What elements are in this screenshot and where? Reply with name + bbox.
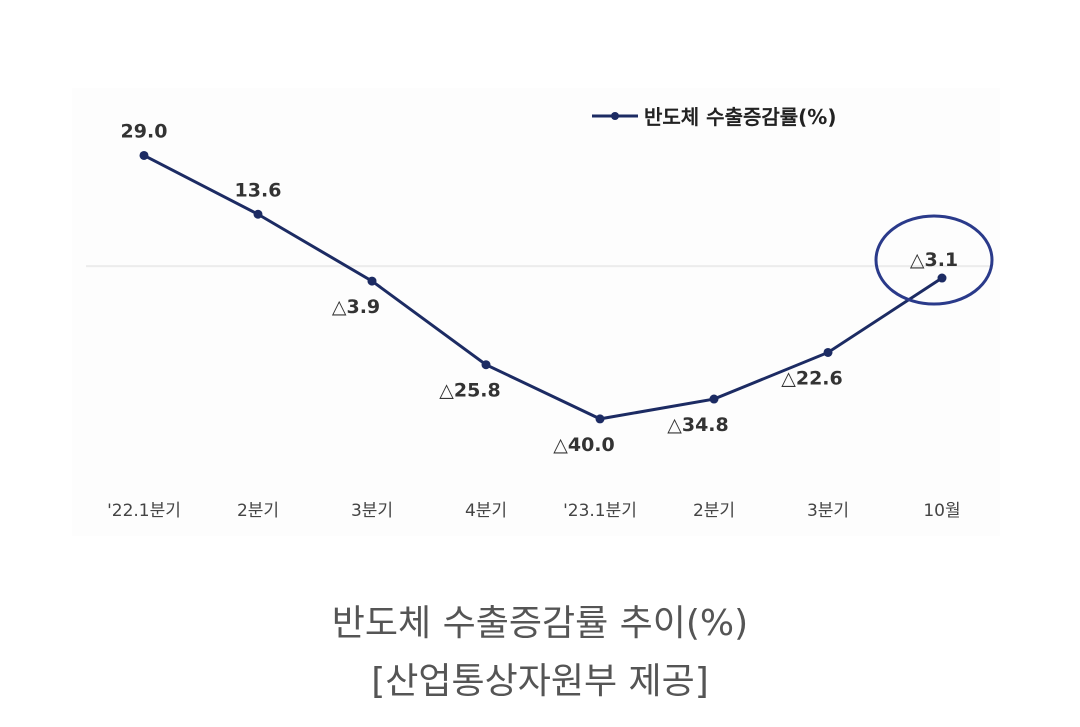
x-tick-label: '22.1분기 xyxy=(107,501,181,521)
data-value-label: △25.8 xyxy=(439,380,501,402)
data-point xyxy=(709,394,719,404)
data-point xyxy=(367,276,377,286)
data-point xyxy=(937,273,947,283)
data-point xyxy=(823,347,833,357)
highlight-circle xyxy=(874,214,994,306)
legend-label: 반도체 수출증감률(%) xyxy=(644,105,836,129)
data-value-label: 13.6 xyxy=(235,179,282,201)
data-value-label: △3.1 xyxy=(910,249,958,271)
legend: 반도체 수출증감률(%) xyxy=(592,105,836,129)
x-tick-label: 2분기 xyxy=(237,501,279,521)
data-point xyxy=(253,209,263,219)
data-point xyxy=(481,360,491,370)
x-tick-label: 10월 xyxy=(923,501,960,521)
data-value-label: △3.9 xyxy=(332,296,380,318)
x-tick-label: '23.1분기 xyxy=(563,501,637,521)
x-tick-label: 3분기 xyxy=(351,501,393,521)
data-value-label: △40.0 xyxy=(553,434,615,456)
caption-title: 반도체 수출증감률 추이(%) xyxy=(331,603,749,644)
line-chart: 반도체 수출증감률(%) 29.0 13.6 △3.9 △25.8 △40.0 △34.8… xyxy=(86,105,994,521)
data-value-label: 29.0 xyxy=(121,120,168,142)
data-value-label: △34.8 xyxy=(667,414,729,436)
caption-source: [산업통상자원부 제공] xyxy=(371,661,709,702)
chart-panel: 반도체 수출증감률(%) 29.0 13.6 △3.9 △25.8 △40.0 △34.8… xyxy=(72,88,1000,536)
x-tick-label: 4분기 xyxy=(465,501,507,521)
legend-point-marker xyxy=(611,112,619,120)
x-tick-label: 2분기 xyxy=(693,501,735,521)
x-tick-label: 3분기 xyxy=(807,501,849,521)
data-point xyxy=(595,414,605,424)
series-line xyxy=(143,154,943,421)
data-value-label: △22.6 xyxy=(781,367,843,389)
data-point xyxy=(139,150,149,160)
